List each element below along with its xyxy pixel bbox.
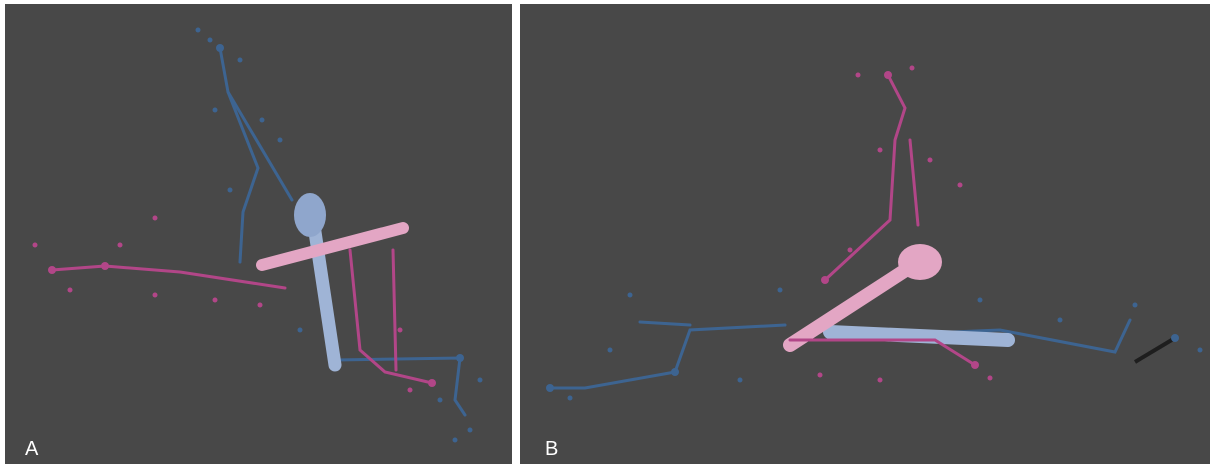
marker <box>208 38 213 43</box>
marker <box>118 243 123 248</box>
marker <box>101 262 109 270</box>
marker <box>988 376 993 381</box>
marker <box>628 293 633 298</box>
marker <box>971 361 979 369</box>
marker <box>1133 303 1138 308</box>
marker <box>68 288 73 293</box>
marker <box>48 266 56 274</box>
marker <box>213 298 218 303</box>
marker <box>153 216 158 221</box>
marker <box>1171 334 1179 342</box>
marker <box>608 348 613 353</box>
marker <box>738 378 743 383</box>
marker <box>216 44 224 52</box>
panel-b <box>520 4 1210 464</box>
panel-a <box>5 4 512 464</box>
marker <box>568 396 573 401</box>
marker <box>546 384 554 392</box>
pink-pelvis <box>898 244 942 280</box>
figure: A B <box>0 0 1213 466</box>
marker <box>196 28 201 33</box>
marker <box>228 188 233 193</box>
marker <box>238 58 243 63</box>
marker <box>978 298 983 303</box>
marker <box>928 158 933 163</box>
marker <box>1198 348 1203 353</box>
panel-label: A <box>25 438 39 460</box>
marker <box>153 293 158 298</box>
marker <box>398 328 403 333</box>
marker <box>213 108 218 113</box>
marker <box>878 148 883 153</box>
marker <box>468 428 473 433</box>
marker <box>884 71 892 79</box>
marker <box>1058 318 1063 323</box>
marker <box>778 288 783 293</box>
marker <box>33 243 38 248</box>
marker <box>821 276 829 284</box>
marker <box>298 328 303 333</box>
marker <box>671 368 679 376</box>
marker <box>878 378 883 383</box>
marker <box>910 66 915 71</box>
marker <box>456 354 464 362</box>
marker <box>848 248 853 253</box>
marker <box>438 398 443 403</box>
marker <box>818 373 823 378</box>
marker <box>258 303 263 308</box>
marker <box>278 138 283 143</box>
marker <box>428 379 436 387</box>
marker <box>958 183 963 188</box>
blue-pelvis <box>294 193 326 237</box>
marker <box>408 388 413 393</box>
marker <box>478 378 483 383</box>
marker <box>453 438 458 443</box>
panel-label: B <box>545 438 558 460</box>
marker <box>260 118 265 123</box>
marker <box>856 73 861 78</box>
